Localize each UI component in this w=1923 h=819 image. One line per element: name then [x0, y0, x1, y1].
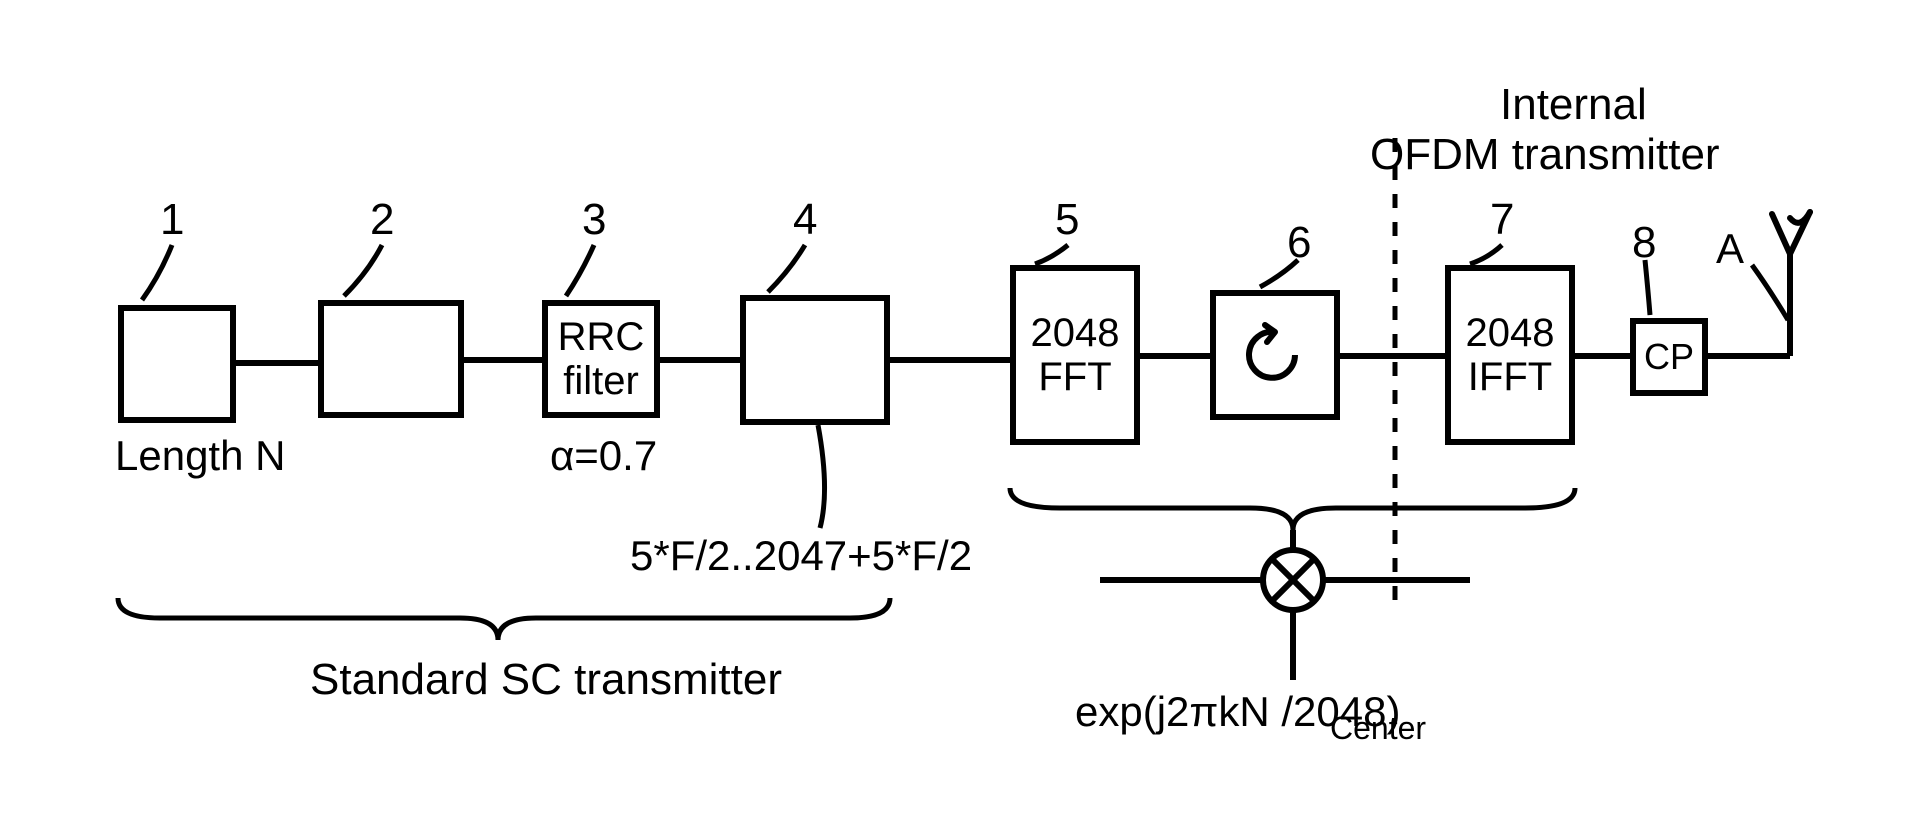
title-line2: OFDM transmitter	[1370, 130, 1720, 180]
num-6: 6	[1287, 218, 1311, 268]
block-5-label: 2048FFT	[1031, 311, 1120, 399]
num-5: 5	[1055, 195, 1079, 245]
title-line1: Internal	[1500, 80, 1647, 130]
block-3-sub: α=0.7	[550, 432, 657, 480]
block-5: 2048FFT	[1010, 265, 1140, 445]
block-2	[318, 300, 464, 418]
diagram-canvas: Internal OFDM transmitter 1 2 3 4 5 6 7 …	[0, 0, 1923, 819]
num-7: 7	[1490, 195, 1514, 245]
block-4-note: 5*F/2..2047+5*F/2	[630, 532, 972, 580]
num-2: 2	[370, 195, 394, 245]
block-3-label: RRCfilter	[558, 315, 645, 403]
block-7: 2048IFFT	[1445, 265, 1575, 445]
block-8: CP	[1630, 318, 1708, 396]
num-3: 3	[582, 195, 606, 245]
antenna-label: A	[1716, 225, 1744, 273]
num-8: 8	[1632, 218, 1656, 268]
block-1-sub: Length N	[115, 432, 285, 480]
block-1	[118, 305, 236, 423]
circular-arrow-icon	[1235, 315, 1315, 395]
block-8-label: CP	[1644, 337, 1694, 377]
mixer-sub: Center	[1330, 710, 1426, 747]
block-4	[740, 295, 890, 425]
num-1: 1	[160, 195, 184, 245]
sc-transmitter-label: Standard SC transmitter	[310, 655, 782, 705]
block-6	[1210, 290, 1340, 420]
block-3: RRCfilter	[542, 300, 660, 418]
block-7-label: 2048IFFT	[1466, 311, 1555, 399]
num-4: 4	[793, 195, 817, 245]
